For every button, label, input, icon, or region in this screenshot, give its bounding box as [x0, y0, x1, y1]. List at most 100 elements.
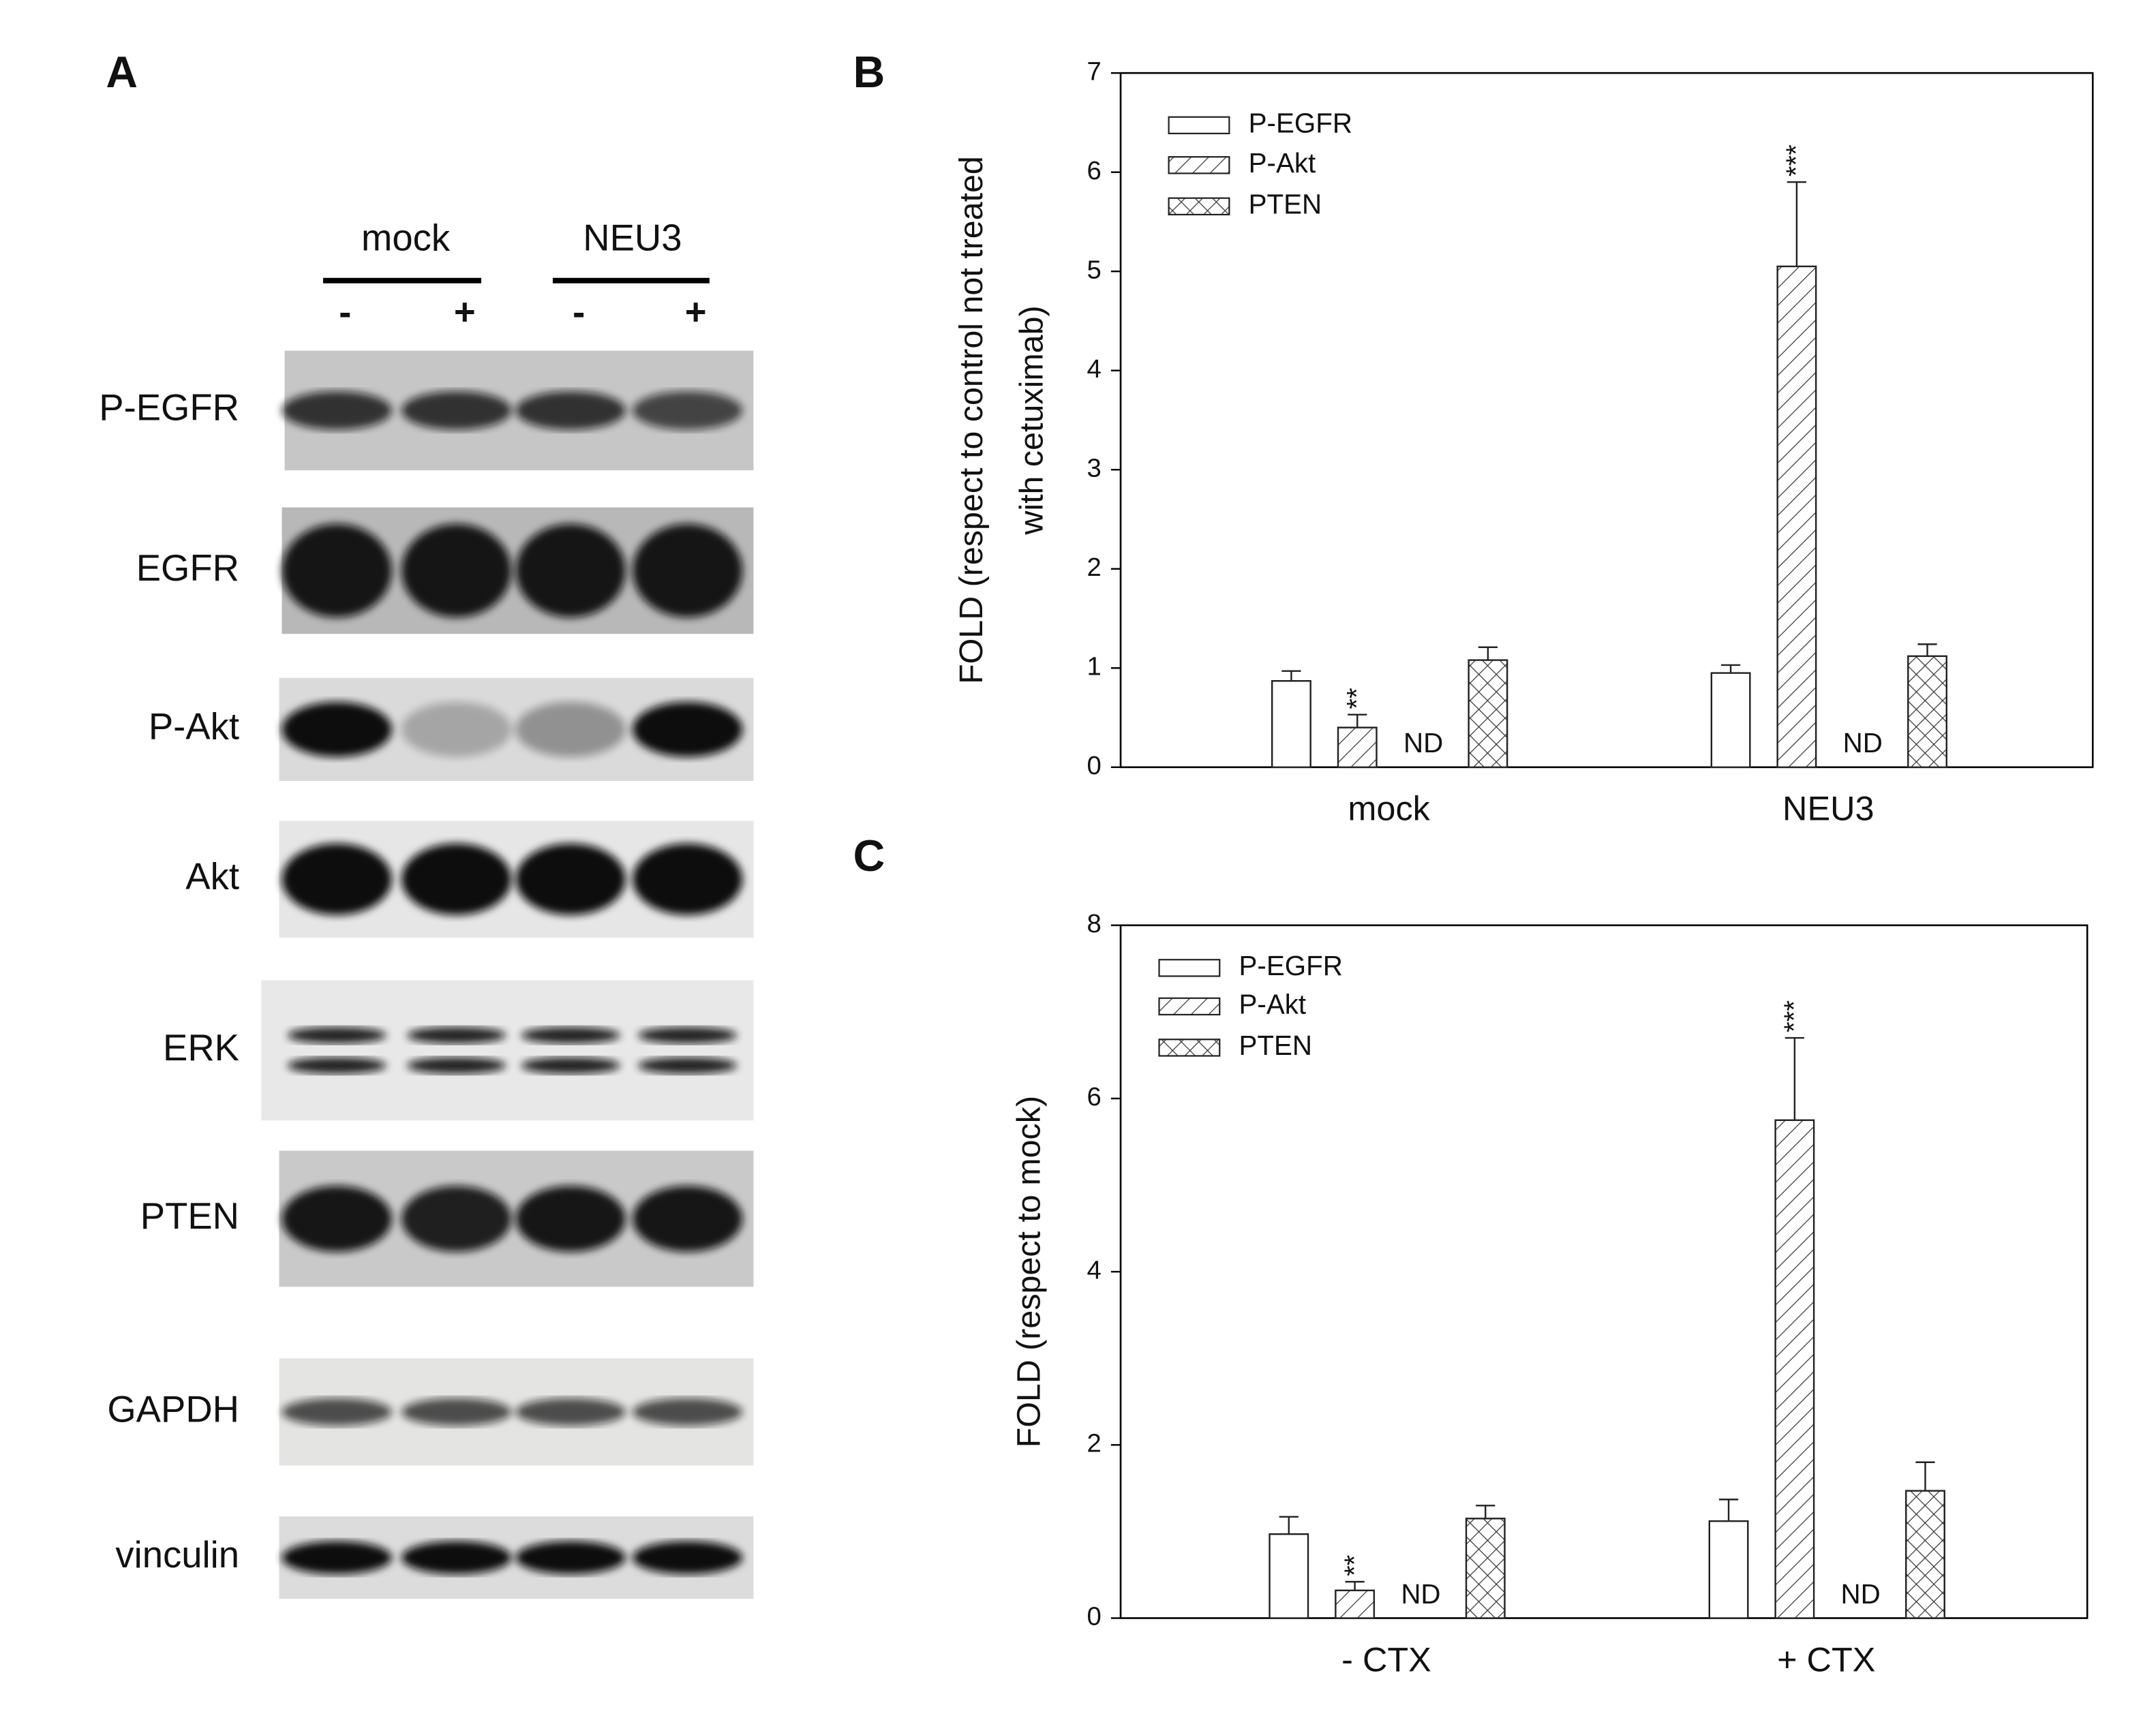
- band: [515, 523, 626, 617]
- treatment-label: -: [573, 292, 585, 333]
- band: [521, 1027, 620, 1044]
- legend-label: PTEN: [1249, 188, 1322, 219]
- band: [521, 1057, 620, 1074]
- y-tick-label: 2: [1087, 553, 1101, 582]
- row-label: Akt: [185, 856, 239, 897]
- band: [407, 1057, 506, 1074]
- group-label: mock: [361, 217, 451, 259]
- band: [401, 1186, 512, 1252]
- y-tick-label: 5: [1087, 255, 1101, 284]
- bar: [1710, 672, 1751, 769]
- band: [282, 523, 392, 617]
- band: [401, 1541, 512, 1574]
- y-axis-label: with cetuximab): [1014, 305, 1050, 535]
- band: [632, 702, 743, 757]
- bar: [1335, 1589, 1376, 1619]
- y-tick-label: 3: [1087, 453, 1101, 482]
- blot: [261, 980, 754, 1121]
- band: [401, 702, 512, 757]
- legend-label: PTEN: [1239, 1030, 1313, 1061]
- bar: [1271, 680, 1311, 769]
- band: [515, 1541, 626, 1574]
- band: [282, 1398, 392, 1426]
- treatment-label: +: [454, 292, 476, 333]
- row-label: GAPDH: [107, 1388, 239, 1430]
- band: [515, 1186, 626, 1252]
- group-label: NEU3: [583, 217, 682, 259]
- band: [401, 523, 512, 617]
- y-tick-label: 7: [1087, 57, 1101, 86]
- band: [632, 523, 743, 617]
- legend-label: P-EGFR: [1239, 950, 1343, 981]
- band: [515, 702, 626, 757]
- x-tick-label: mock: [1348, 789, 1430, 828]
- row-label: PTEN: [140, 1195, 239, 1237]
- panel-letter: B: [853, 48, 885, 97]
- band: [632, 843, 743, 915]
- band: [282, 1186, 392, 1252]
- band: [407, 1027, 506, 1044]
- y-tick-label: 4: [1087, 354, 1101, 384]
- band: [287, 1027, 386, 1044]
- legend-swatch: [1158, 959, 1221, 977]
- row-label: ERK: [163, 1027, 239, 1069]
- y-axis-label: FOLD (respect to mock): [1011, 1096, 1048, 1447]
- annotation: ND: [1401, 1578, 1440, 1610]
- band: [637, 1057, 738, 1074]
- band: [632, 1541, 743, 1574]
- band: [401, 391, 512, 430]
- bar: [1774, 1119, 1815, 1619]
- legend-swatch: [1168, 156, 1230, 174]
- treatment-label: -: [339, 292, 351, 333]
- annotation: ND: [1843, 727, 1883, 758]
- panel-letter: A: [106, 48, 138, 97]
- y-tick-label: 8: [1087, 909, 1101, 938]
- y-tick-label: 6: [1087, 156, 1101, 185]
- band: [515, 391, 626, 430]
- x-tick-label: + CTX: [1777, 1640, 1875, 1678]
- bar: [1905, 1490, 1945, 1619]
- legend-label: P-Akt: [1249, 147, 1316, 179]
- legend-swatch: [1158, 1039, 1221, 1057]
- y-tick-label: 0: [1087, 751, 1101, 780]
- significance: ***: [1778, 1000, 1810, 1032]
- legend-swatch: [1168, 116, 1230, 135]
- band: [401, 1398, 512, 1426]
- significance: **: [1341, 688, 1372, 709]
- band: [287, 1057, 386, 1074]
- legend-swatch: [1168, 197, 1230, 216]
- y-axis-label: FOLD (respect to control not treated: [953, 156, 990, 684]
- legend-swatch: [1158, 997, 1221, 1016]
- y-tick-label: 1: [1087, 651, 1101, 681]
- treatment-label: +: [685, 292, 707, 333]
- row-label: P-Akt: [149, 706, 239, 748]
- significance: **: [1338, 1554, 1369, 1576]
- bar: [1465, 1518, 1506, 1619]
- bar: [1776, 265, 1817, 769]
- row-label: P-EGFR: [99, 387, 239, 429]
- y-tick-label: 2: [1087, 1428, 1101, 1458]
- band: [401, 843, 512, 915]
- legend-label: P-Akt: [1239, 988, 1307, 1019]
- x-tick-label: - CTX: [1341, 1640, 1431, 1678]
- band: [282, 1541, 392, 1574]
- bar: [1269, 1533, 1309, 1619]
- band: [515, 1398, 626, 1426]
- band: [632, 391, 743, 430]
- annotation: ND: [1841, 1578, 1881, 1610]
- band: [282, 702, 392, 757]
- significance: ***: [1780, 144, 1812, 176]
- plot-frame: [1119, 72, 2094, 769]
- band: [637, 1027, 738, 1044]
- annotation: ND: [1403, 727, 1443, 758]
- y-tick-label: 4: [1087, 1255, 1101, 1285]
- bar: [1708, 1520, 1749, 1619]
- band: [632, 1186, 743, 1252]
- band: [515, 843, 626, 915]
- row-label: vinculin: [115, 1534, 239, 1576]
- legend-label: P-EGFR: [1249, 107, 1352, 138]
- band: [632, 1398, 743, 1426]
- bar: [1907, 655, 1947, 769]
- y-tick-label: 6: [1087, 1082, 1101, 1111]
